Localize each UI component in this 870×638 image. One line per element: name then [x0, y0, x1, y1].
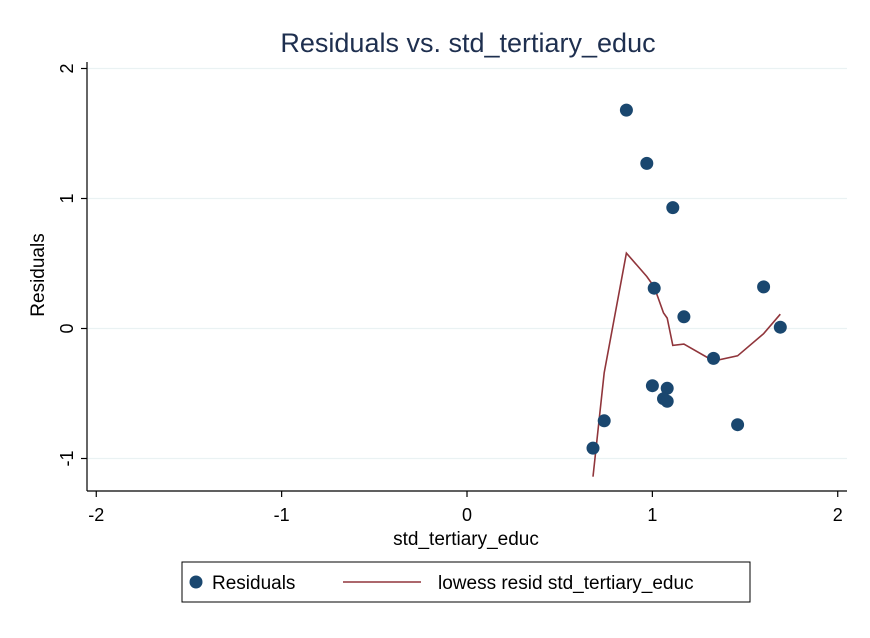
lowess-line: [592, 251, 781, 477]
x-tick-label-3: 1: [647, 505, 657, 525]
y-tick-label-3: 2: [57, 63, 77, 73]
legend-marker-residuals: [189, 575, 203, 589]
legend: Residuals lowess resid std_tertiary_educ: [181, 561, 751, 603]
x-axis-label: std_tertiary_educ: [393, 529, 539, 550]
x-tick-label-4: 2: [833, 505, 843, 525]
x-tick-label-0: -2: [88, 505, 104, 525]
residual-point-7: [707, 351, 720, 365]
residual-point-3: [647, 281, 661, 295]
legend-box: [181, 561, 751, 603]
residual-point-13: [597, 414, 611, 428]
residual-point-2: [666, 201, 680, 215]
grid-lines: [87, 67, 847, 460]
residual-point-6: [773, 320, 787, 334]
residual-point-12: [731, 418, 745, 432]
residual-point-9: [660, 381, 674, 395]
residual-point-5: [677, 310, 691, 324]
residual-point-1: [640, 156, 654, 170]
residual-point-11: [660, 394, 674, 408]
legend-label-residuals: Residuals: [212, 573, 295, 594]
x-tick-label-1: -1: [274, 505, 290, 525]
y-axis-label: Residuals: [28, 233, 49, 316]
series: [586, 103, 787, 477]
residual-point-14: [586, 441, 600, 455]
residual-point-4: [757, 280, 771, 294]
legend-label-lowess: lowess resid std_tertiary_educ: [438, 573, 694, 594]
x-tick-label-2: 0: [462, 505, 472, 525]
y-tick-label-2: 1: [57, 193, 77, 203]
tick-labels: -1 0 1 2 -2 -1 0 1 2: [57, 63, 843, 525]
y-tick-label-1: 0: [57, 323, 77, 333]
chart-title: Residuals vs. std_tertiary_educ: [280, 28, 655, 58]
residual-point-8: [645, 379, 659, 393]
y-tick-label-0: -1: [57, 450, 77, 466]
residual-point-0: [619, 103, 633, 117]
